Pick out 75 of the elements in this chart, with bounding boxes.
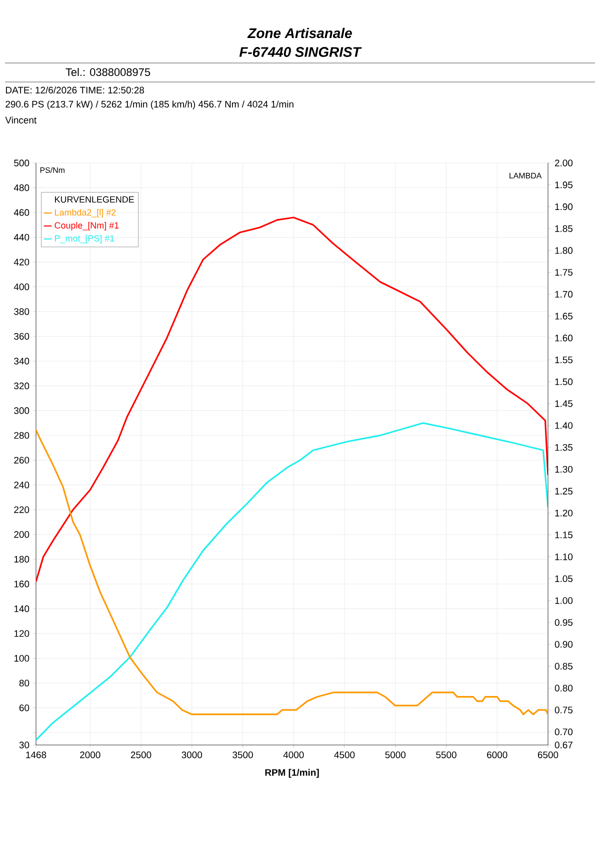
y2-tick-label: 2.00 <box>554 160 573 166</box>
x-tick-label: 3500 <box>232 752 253 758</box>
y2-tick-label: 1.25 <box>555 488 573 495</box>
y-tick-label: 400 <box>14 283 30 290</box>
y2-tick-label: 1.80 <box>555 247 573 254</box>
y-tick-label: 30 <box>19 742 30 748</box>
x-tick-label: 6500 <box>538 752 558 758</box>
x-tick-label: 1468 <box>26 752 46 758</box>
x-tick-label: 2500 <box>130 752 152 758</box>
y2-tick-label: 1.65 <box>555 312 573 320</box>
y2-tick-label: 0.67 <box>554 742 572 748</box>
text: Tel.: 0388008975 <box>66 68 150 76</box>
y-tick-label: 420 <box>14 258 30 266</box>
x-tick-label: 3000 <box>182 752 202 758</box>
text: Vincent <box>5 116 37 124</box>
y-tick-label: 260 <box>14 456 30 464</box>
y-tick-label: 140 <box>14 605 30 612</box>
y-tick-label: 120 <box>14 630 30 637</box>
x-tick-label: 6000 <box>487 752 508 758</box>
x-tick-label: 5500 <box>436 752 456 758</box>
y-tick-label: 100 <box>14 654 30 662</box>
y-tick-label: 440 <box>14 234 30 241</box>
y-tick-label: 340 <box>14 358 30 364</box>
y2-tick-label: 0.85 <box>554 662 573 670</box>
y2-tick-label: 1.35 <box>555 444 573 451</box>
y2-tick-label: 1.90 <box>555 203 573 210</box>
y2-tick-label: 1.75 <box>555 269 573 276</box>
x-axis-title: RPM [1/min] <box>265 768 319 778</box>
y2-tick-label: 1.20 <box>555 510 573 516</box>
y-tick-label: 320 <box>14 382 30 390</box>
y2-tick-label: 1.10 <box>555 553 573 560</box>
x-tick-label: 4500 <box>334 752 355 758</box>
y2-tick-label: 1.85 <box>555 225 573 232</box>
legend-label: Couple_[Nm] #1 <box>54 222 119 230</box>
legend-label: Lambda2_[l] #2 <box>55 209 116 218</box>
y2-tick-label: 0.75 <box>554 706 573 714</box>
y2-tick-label: 1.30 <box>555 466 573 473</box>
y2-tick-label: 0.70 <box>554 728 573 736</box>
y2-tick-label: 1.60 <box>555 334 573 342</box>
y-tick-label: 180 <box>14 556 30 563</box>
y-tick-label: 500 <box>14 160 30 166</box>
y-tick-label: 160 <box>14 580 30 588</box>
y-tick-label: 220 <box>14 506 30 514</box>
y2-tick-label: 1.05 <box>555 575 573 582</box>
text: Zone Artisanale <box>247 28 352 38</box>
x-tick-label: 4000 <box>283 752 304 758</box>
legend-title: KURVENLEGENDE <box>55 196 134 203</box>
y2-tick-label: 1.55 <box>555 356 573 364</box>
y-tick-label: 280 <box>14 432 30 439</box>
line-series <box>36 216 548 582</box>
legend-label: P_mot_[PS] #1 <box>55 234 114 244</box>
text: F-67440 SINGRIST <box>239 47 362 57</box>
y2-tick-label: 0.80 <box>554 684 573 692</box>
y2-tick-label: 1.00 <box>555 597 573 604</box>
y2-tick-label: 1.50 <box>555 378 573 386</box>
y-tick-label: 240 <box>14 482 30 488</box>
y-tick-label: 300 <box>14 407 30 414</box>
y-tick-label: 60 <box>19 704 30 712</box>
x-tick-label: 5000 <box>385 752 406 758</box>
y-tick-label: 200 <box>14 531 30 538</box>
y2-tick-label: 1.70 <box>555 290 573 298</box>
y-tick-label: 360 <box>14 333 30 340</box>
x-tick-label: 2000 <box>80 752 100 758</box>
y-tick-label: 460 <box>14 209 30 216</box>
y2-tick-label: 0.95 <box>554 619 573 626</box>
y2-tick-label: 0.90 <box>554 640 573 648</box>
y-tick-label: 480 <box>14 184 30 192</box>
y2-tick-label: 1.45 <box>555 400 573 407</box>
y2-tick-label: 1.95 <box>555 182 573 188</box>
text: DATE: 12/6/2026 TIME: 12:50:28 <box>6 86 144 94</box>
y2-tick-label: 1.15 <box>555 532 573 538</box>
y2-tick-label: 1.40 <box>555 422 573 429</box>
y-tick-label: 80 <box>19 680 30 686</box>
text: 290.6 PS (213.7 kW) / 5262 1/min (185 km/h) 456.7 Nm / 4024 1/min <box>6 100 294 110</box>
y-tick-label: 380 <box>14 308 30 315</box>
